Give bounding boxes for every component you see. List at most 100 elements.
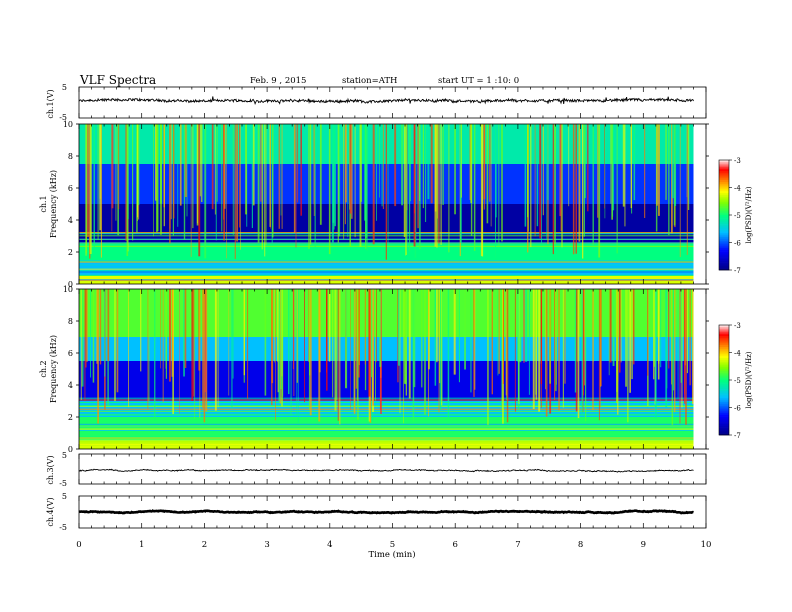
ch1-spectrogram-sferic-streak <box>382 124 384 209</box>
ch1-spectrogram-colorbar-cell <box>719 180 729 183</box>
ch2-spectrogram-sferic-streak <box>297 289 299 423</box>
ch2-spectrogram-sferic-streak <box>413 289 416 388</box>
ch1-spectrogram-sferic-streak <box>559 124 561 217</box>
ch1-spectrogram-sferic-streak <box>560 124 562 231</box>
ch1-spectrogram-sferic-streak <box>473 124 476 251</box>
ch2-spectrogram-sferic-streak <box>404 289 406 384</box>
ch3-waveform-ylabel: ch.3(V) <box>46 455 55 484</box>
ch2-spectrogram-sferic-streak <box>339 289 341 425</box>
ch2-spectrogram-sferic-streak <box>243 289 245 376</box>
ch2-spectrogram-sferic-streak <box>692 289 694 405</box>
ch2-spectrogram-colorbar-cell <box>719 422 729 425</box>
ch1-spectrogram-sferic-streak <box>345 124 347 203</box>
ch2-spectrogram-sferic-streak <box>653 289 655 367</box>
ch1-waveform-trace <box>78 96 694 105</box>
ch1-spectrogram-sferic-streak <box>490 124 492 227</box>
ch1-spectrogram-sferic-streak <box>498 124 500 246</box>
ch2-spectrogram-narrowband-line <box>79 405 694 407</box>
ch1-spectrogram-sferic-streak <box>470 124 472 203</box>
ch2-spectrogram-colorbar-cell <box>719 433 729 436</box>
ch2-spectrogram-colorbar-cell <box>719 330 729 333</box>
ch2-spectrogram-colorbar-cell <box>719 394 729 397</box>
ch2-spectrogram-sferic-streak <box>487 289 489 425</box>
station-label: station=ATH <box>342 76 397 86</box>
ch1-spectrogram-sferic-streak <box>469 124 471 200</box>
ch2-spectrogram-colorbar-cell <box>719 405 729 408</box>
ch1-spectrogram-sferic-streak <box>347 124 349 238</box>
ch2-spectrogram-narrowband-line <box>79 414 694 416</box>
ch1-spectrogram-sferic-streak <box>486 124 489 224</box>
ch1-spectrogram-narrowband-line <box>79 270 694 272</box>
ch4-ytick-top: 5 <box>62 492 67 501</box>
ch2-spectrogram-sferic-streak <box>673 289 675 391</box>
ch2-spectrogram-sferic-streak <box>474 289 476 390</box>
ch1-spectrogram-colorbar-tick-label: -4 <box>734 185 741 193</box>
ch1-spectrogram-colorbar-cell <box>719 266 729 269</box>
ch2-spectrogram-colorbar-cell <box>719 326 729 329</box>
ch1-spectrogram-sferic-streak <box>334 124 336 227</box>
ch2-spectrogram-sferic-streak <box>372 289 374 406</box>
ch1-spectrogram-colorbar-cell <box>719 191 729 194</box>
ch2-spectrogram-narrowband-line <box>79 399 694 401</box>
ch2-spectrogram-sferic-streak <box>162 289 164 403</box>
ch2-spectrogram-sferic-streak <box>473 289 475 397</box>
ch2-spectrogram-colorbar-cell <box>719 383 729 386</box>
ch1-spectrogram-narrowband-line <box>79 268 694 270</box>
ch2-spectrogram-narrowband-line <box>79 439 694 441</box>
ch2-spectrogram-ytick-label: 10 <box>63 285 73 294</box>
ch2-spectrogram-sferic-streak <box>514 289 516 412</box>
ch1-spectrogram-sferic-streak <box>153 124 154 237</box>
ch1-spectrogram-colorbar-cell <box>719 193 729 196</box>
ch2-spectrogram-sferic-streak <box>671 289 672 385</box>
ch1-spectrogram-colorbar-cell <box>719 268 729 271</box>
ch1-spectrogram-sferic-streak <box>310 124 312 245</box>
ch1-spectrogram-sferic-streak <box>438 124 440 244</box>
ch1-spectrogram-colorbar-cell <box>719 262 729 265</box>
ch1-spectrogram-sferic-streak <box>179 124 182 206</box>
ch2-spectrogram-sferic-streak <box>424 289 426 415</box>
ch1-spectrogram-sferic-streak <box>658 124 660 216</box>
ch2-spectrogram-no-data-area <box>693 289 706 449</box>
ch1-spectrogram-sferic-streak <box>251 124 253 228</box>
ch1-spectrogram-sferic-streak <box>480 124 483 257</box>
ch1-spectrogram-colorbar-cell <box>719 196 729 199</box>
ch2-spectrogram-colorbar-cell <box>719 336 729 339</box>
ch1-spectrogram-narrowband-line <box>79 267 694 269</box>
ch2-spectrogram-sferic-streak <box>277 289 278 362</box>
ch1-spectrogram-sferic-streak <box>125 124 127 241</box>
ch2-spectrogram-sferic-streak <box>375 289 376 401</box>
ch2-spectrogram-sferic-streak <box>193 289 195 397</box>
ch1-spectrogram-sferic-streak <box>530 124 532 248</box>
ch1-spectrogram-sferic-streak <box>199 124 201 197</box>
x-tick-label: 7 <box>515 540 520 550</box>
ch1-spectrogram-sferic-streak <box>425 124 427 222</box>
ch2-spectrogram-colorbar-cell <box>719 370 729 373</box>
ch1-spectrogram-panel: 0 2 4 6 8 10 ch.1 Frequency (kHz) -3 -4 -5 -6 -7 l… <box>39 120 753 289</box>
ch1-spectrogram-colorbar-cell <box>719 163 729 166</box>
ch2-spectrogram-sferic-streak <box>502 289 504 402</box>
ch2-spectrogram-sferic-streak <box>345 289 348 389</box>
ch1-spectrogram-colorbar-cell <box>719 209 729 212</box>
ch2-spectrogram-sferic-streak <box>668 289 670 369</box>
ch1-spectrogram-colorbar-cell <box>719 248 729 251</box>
ch2-spectrogram-sferic-streak <box>627 289 629 423</box>
ch2-spectrogram-sferic-streak <box>674 289 676 413</box>
ch1-spectrogram-sferic-streak <box>528 124 529 232</box>
ch2-spectrogram-sferic-streak <box>599 289 602 386</box>
ch1-spectrogram-sferic-streak <box>448 124 450 253</box>
ch2-spectrogram-colorbar-cell <box>719 372 729 375</box>
ch1-spectrogram-sferic-streak <box>160 124 162 235</box>
ch1-spectrogram-narrowband-line <box>79 281 694 283</box>
ch2-spectrogram-sferic-streak <box>577 289 580 419</box>
ch1-spectrogram-sferic-streak <box>612 124 615 211</box>
ch2-spectrogram-sferic-streak <box>204 289 207 393</box>
ch2-spectrogram-sferic-streak <box>278 289 281 402</box>
ch2-spectrogram-sferic-streak <box>326 289 328 391</box>
ch2-spectrogram-narrowband-line <box>79 413 694 415</box>
ch3-waveform-trace <box>78 468 694 473</box>
ch1-spectrogram-colorbar-cell <box>719 240 729 243</box>
ch1-spectrogram-sferic-streak <box>568 124 570 207</box>
ch1-spectrogram-colorbar-tick-label: -6 <box>734 240 741 248</box>
x-tick-label: 10 <box>701 540 712 550</box>
ch1-spectrogram-colorbar-cell <box>719 215 729 218</box>
